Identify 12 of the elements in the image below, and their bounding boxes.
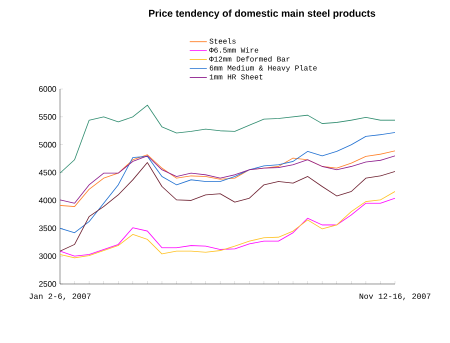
x-tick-label: Jan 2-6, 2007 <box>29 294 91 300</box>
y-tick-label: 5000 <box>38 142 56 148</box>
y-tick-label: 6000 <box>39 86 56 92</box>
line-series <box>60 162 395 252</box>
y-tick-label: 4500 <box>38 170 56 176</box>
y-tick-label: 2500 <box>39 281 56 287</box>
y-tick-label: 5500 <box>38 114 56 120</box>
y-tick-label: 3500 <box>38 225 56 232</box>
chart-title: Price tendency of domestic main steel products <box>149 10 376 19</box>
y-tick-label: 4000 <box>38 198 56 204</box>
x-tick-label: Nov 12-16, 2007 <box>360 294 430 300</box>
y-tick-label: 3000 <box>38 253 56 259</box>
